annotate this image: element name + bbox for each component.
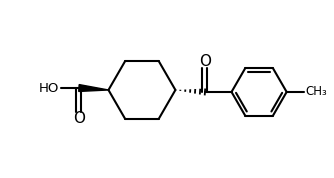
Text: O: O	[73, 111, 85, 126]
Polygon shape	[79, 85, 109, 91]
Text: CH₃: CH₃	[305, 85, 327, 98]
Text: O: O	[199, 54, 211, 69]
Text: HO: HO	[39, 82, 59, 95]
